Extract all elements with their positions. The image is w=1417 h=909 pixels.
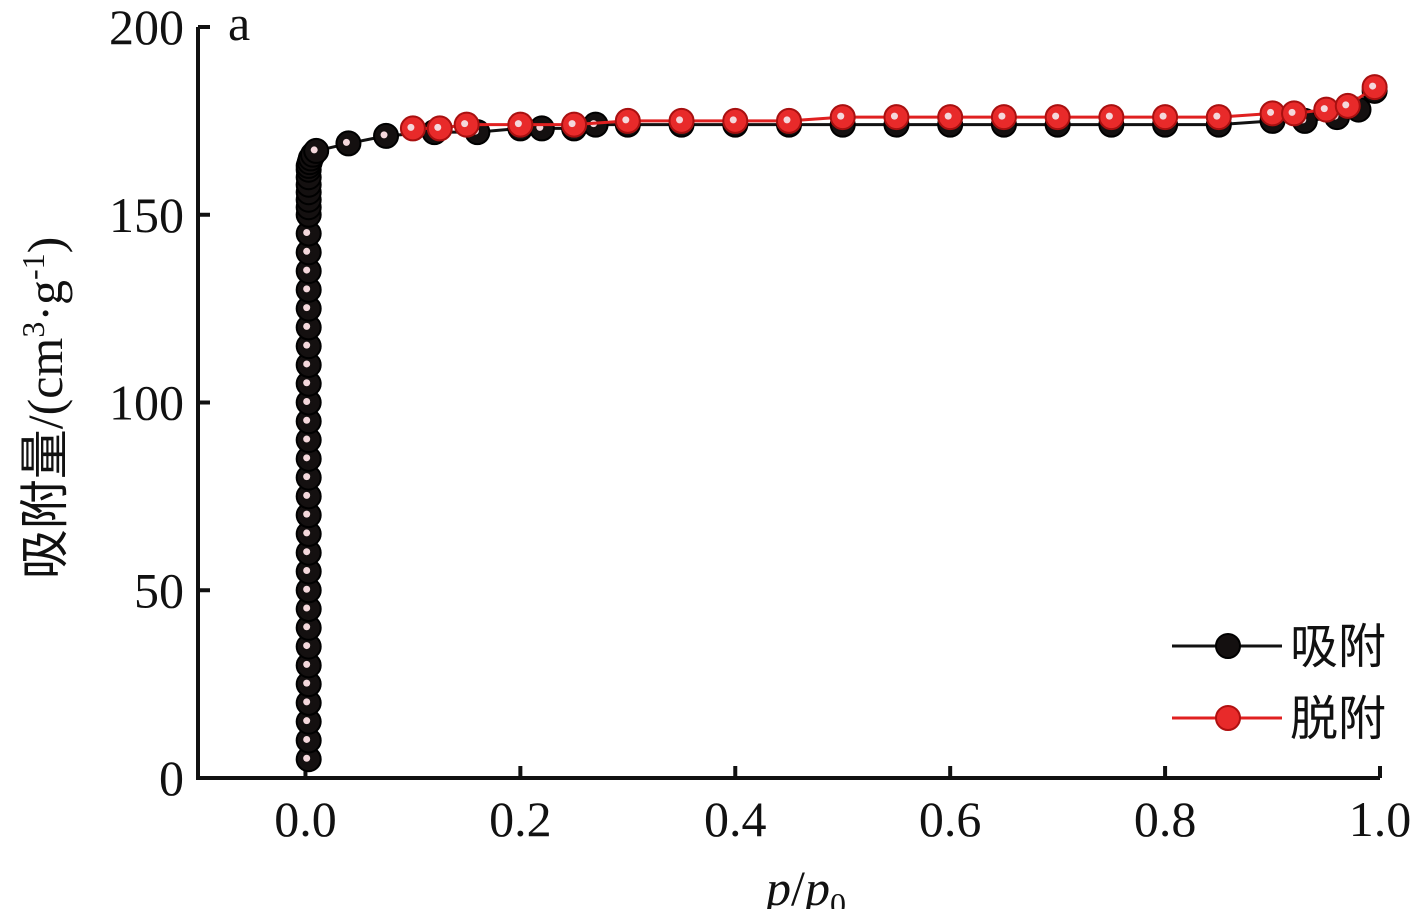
data-point-highlight	[303, 229, 311, 237]
x-tick-label: 1.0	[1349, 791, 1412, 847]
data-point-highlight	[568, 120, 576, 128]
data-point-highlight	[310, 146, 318, 154]
data-point-highlight	[303, 398, 311, 405]
data-point-highlight	[1213, 112, 1221, 120]
axes	[196, 25, 1382, 780]
data-point-highlight	[890, 112, 898, 120]
legend-marker-desorption	[1215, 705, 1241, 731]
data-point-highlight	[303, 285, 311, 293]
data-point-highlight	[407, 123, 415, 131]
data-point-highlight	[303, 491, 311, 499]
legend-marker-adsorption	[1215, 633, 1241, 659]
data-point-highlight	[303, 529, 311, 537]
series-line-adsorption	[307, 89, 1376, 760]
data-point-highlight	[303, 360, 311, 368]
data-point-highlight	[303, 735, 311, 743]
y-tick-label: 50	[134, 562, 184, 618]
x-tick-label: 0.8	[1134, 791, 1197, 847]
data-point-highlight	[303, 304, 311, 312]
x-axis-title: p/p0	[763, 860, 846, 909]
x-tick-label: 0.0	[274, 791, 337, 847]
data-point-highlight	[1159, 112, 1167, 120]
x-tick-label: 0.2	[489, 791, 552, 847]
data-point-highlight	[1267, 108, 1275, 116]
data-point-highlight	[676, 116, 684, 124]
tick-labels: 0 50 100 150 200 0.0 0.2 0.4 0.6 0.8 1.0	[109, 0, 1411, 847]
data-point-highlight	[380, 131, 388, 139]
data-point-highlight	[1105, 112, 1113, 120]
data-point-highlight	[303, 473, 311, 481]
x-tick-label: 0.6	[919, 791, 982, 847]
data-point-highlight	[303, 510, 311, 518]
legend-item-adsorption: 吸附	[1172, 619, 1386, 675]
data-point-highlight	[303, 266, 311, 274]
data-point-highlight	[998, 112, 1006, 120]
data-point-highlight	[303, 585, 311, 593]
series-desorption	[399, 74, 1388, 142]
legend-label-desorption: 脱附	[1290, 691, 1386, 747]
y-tick-label: 150	[109, 187, 184, 243]
data-point-highlight	[461, 120, 469, 128]
data-point-highlight	[303, 604, 311, 612]
data-point-highlight	[303, 416, 311, 424]
data-point-highlight	[303, 754, 311, 762]
data-point-highlight	[1342, 101, 1350, 109]
y-tick-label: 200	[109, 0, 184, 55]
data-point-highlight	[342, 138, 350, 146]
data-point-highlight	[303, 642, 311, 650]
series-adsorption	[295, 77, 1388, 773]
y-tick-label: 0	[159, 750, 184, 806]
data-point-highlight	[303, 717, 311, 725]
data-point-highlight	[729, 116, 737, 124]
x-tick-label: 0.4	[704, 791, 767, 847]
data-point-highlight	[303, 435, 311, 443]
data-point-highlight	[303, 247, 311, 255]
data-point-highlight	[1052, 112, 1060, 120]
data-point-highlight	[303, 660, 311, 668]
legend: 吸附 脱附	[1172, 619, 1386, 747]
data-point-highlight	[944, 112, 952, 120]
legend-item-desorption: 脱附	[1172, 691, 1386, 747]
data-point-highlight	[303, 379, 311, 387]
data-point-highlight	[434, 123, 442, 131]
data-point-highlight	[514, 120, 522, 128]
data-point-highlight	[1288, 108, 1296, 116]
series-layer	[295, 74, 1388, 773]
data-point-highlight	[303, 322, 311, 330]
panel-label: a	[228, 0, 250, 51]
data-point-highlight	[303, 698, 311, 706]
data-point-highlight	[303, 679, 311, 687]
data-point-highlight	[1320, 105, 1328, 113]
data-point-highlight	[303, 548, 311, 556]
y-tick-label: 100	[109, 375, 184, 431]
data-point-highlight	[303, 566, 311, 574]
data-point-highlight	[783, 116, 791, 124]
data-point-highlight	[837, 112, 845, 120]
legend-label-adsorption: 吸附	[1290, 619, 1386, 675]
data-point-highlight	[303, 454, 311, 462]
data-point-highlight	[1369, 82, 1377, 90]
data-point-highlight	[303, 341, 311, 349]
data-point-highlight	[622, 116, 630, 124]
data-point-highlight	[303, 623, 311, 631]
y-axis-title: 吸附量/(cm3·g-1)	[15, 237, 73, 580]
